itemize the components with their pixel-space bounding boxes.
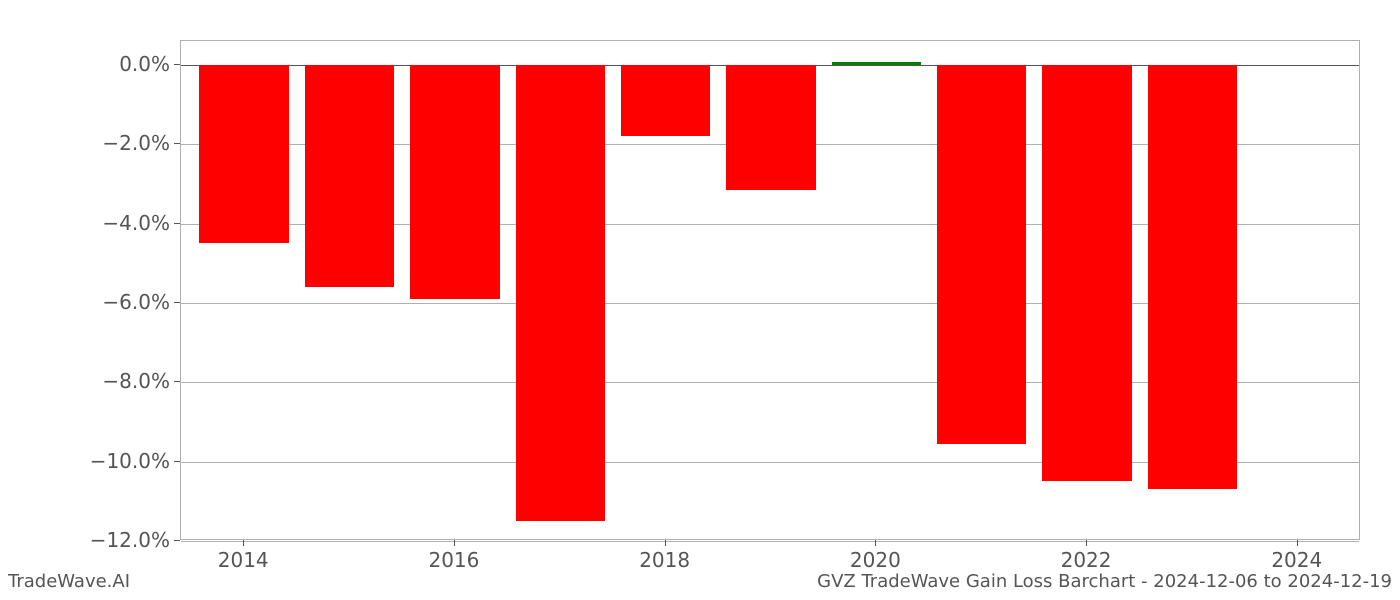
x-tick-mark [875, 540, 876, 546]
y-tick-label: −2.0% [70, 131, 170, 155]
plot-frame [180, 40, 1360, 540]
footer-watermark-left: TradeWave.AI [8, 571, 130, 592]
y-tick-label: −12.0% [70, 528, 170, 552]
y-tick-label: −6.0% [70, 290, 170, 314]
y-tick-mark [174, 223, 180, 224]
y-tick-mark [174, 461, 180, 462]
x-tick-label: 2016 [428, 548, 479, 572]
x-tick-label: 2014 [218, 548, 269, 572]
y-tick-mark [174, 381, 180, 382]
x-tick-label: 2022 [1061, 548, 1112, 572]
footer-caption-right: GVZ TradeWave Gain Loss Barchart - 2024-… [817, 571, 1392, 592]
x-tick-mark [243, 540, 244, 546]
bar [621, 65, 711, 136]
y-tick-label: −10.0% [70, 449, 170, 473]
y-tick-mark [174, 64, 180, 65]
y-gridline [181, 541, 1359, 542]
x-tick-label: 2020 [850, 548, 901, 572]
bar [726, 65, 816, 190]
x-tick-mark [1086, 540, 1087, 546]
y-tick-mark [174, 302, 180, 303]
bar [1148, 65, 1238, 490]
x-tick-label: 2018 [639, 548, 690, 572]
y-tick-mark [174, 540, 180, 541]
y-tick-label: −8.0% [70, 369, 170, 393]
x-tick-mark [1297, 540, 1298, 546]
bar [937, 65, 1027, 444]
bar [516, 65, 606, 521]
y-tick-label: 0.0% [70, 52, 170, 76]
chart-plot-area [180, 40, 1360, 540]
x-tick-mark [454, 540, 455, 546]
x-tick-label: 2024 [1271, 548, 1322, 572]
bar [832, 62, 922, 65]
bar [1042, 65, 1132, 482]
bar [199, 65, 289, 244]
y-tick-mark [174, 143, 180, 144]
bar [410, 65, 500, 299]
x-tick-mark [665, 540, 666, 546]
y-tick-label: −4.0% [70, 211, 170, 235]
bar [305, 65, 395, 287]
